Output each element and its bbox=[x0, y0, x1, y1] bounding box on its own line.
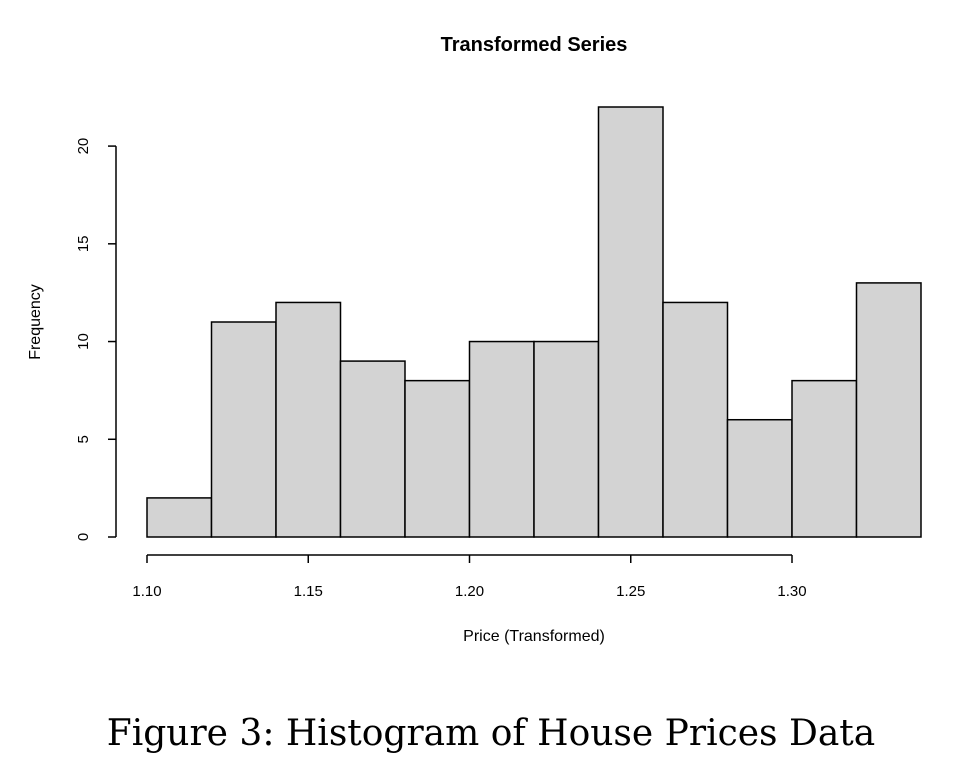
y-axis-label: Frequency bbox=[27, 284, 44, 360]
x-axis: 1.10 1.15 1.20 1.25 1.30 bbox=[132, 554, 807, 600]
histogram-bar-4 bbox=[339, 360, 406, 538]
figure-caption: Figure 3: Histogram of House Prices Data bbox=[107, 713, 875, 754]
histogram-bar-1 bbox=[146, 497, 213, 538]
x-axis-label: Price (Transformed) bbox=[463, 628, 605, 645]
histogram-bar-3 bbox=[275, 301, 342, 538]
histogram-bar-9 bbox=[662, 301, 729, 538]
histogram-bar-2 bbox=[210, 321, 277, 538]
chart-title: Transformed Series bbox=[441, 34, 628, 56]
histogram-bar-6 bbox=[468, 340, 535, 538]
histogram-bar-8 bbox=[597, 106, 664, 538]
x-tick-label: 1.15 bbox=[294, 583, 323, 600]
y-tick-label: 5 bbox=[75, 435, 92, 443]
x-tick-label: 1.25 bbox=[616, 583, 645, 600]
x-tick-label: 1.30 bbox=[777, 583, 806, 600]
x-tick-label: 1.20 bbox=[455, 583, 484, 600]
histogram-bar-11 bbox=[791, 379, 858, 538]
histogram-bar-12 bbox=[855, 282, 922, 538]
histogram-bar-10 bbox=[726, 418, 793, 538]
y-axis: 0 5 10 15 20 bbox=[75, 138, 117, 541]
y-tick-label: 10 bbox=[75, 333, 92, 350]
histogram-bar-7 bbox=[533, 340, 600, 538]
y-tick-label: 0 bbox=[75, 533, 92, 541]
histogram-bar-5 bbox=[404, 379, 471, 538]
y-tick-label: 20 bbox=[75, 138, 92, 155]
y-tick-label: 15 bbox=[75, 235, 92, 252]
x-tick-label: 1.10 bbox=[132, 583, 161, 600]
bars-group bbox=[146, 106, 922, 538]
